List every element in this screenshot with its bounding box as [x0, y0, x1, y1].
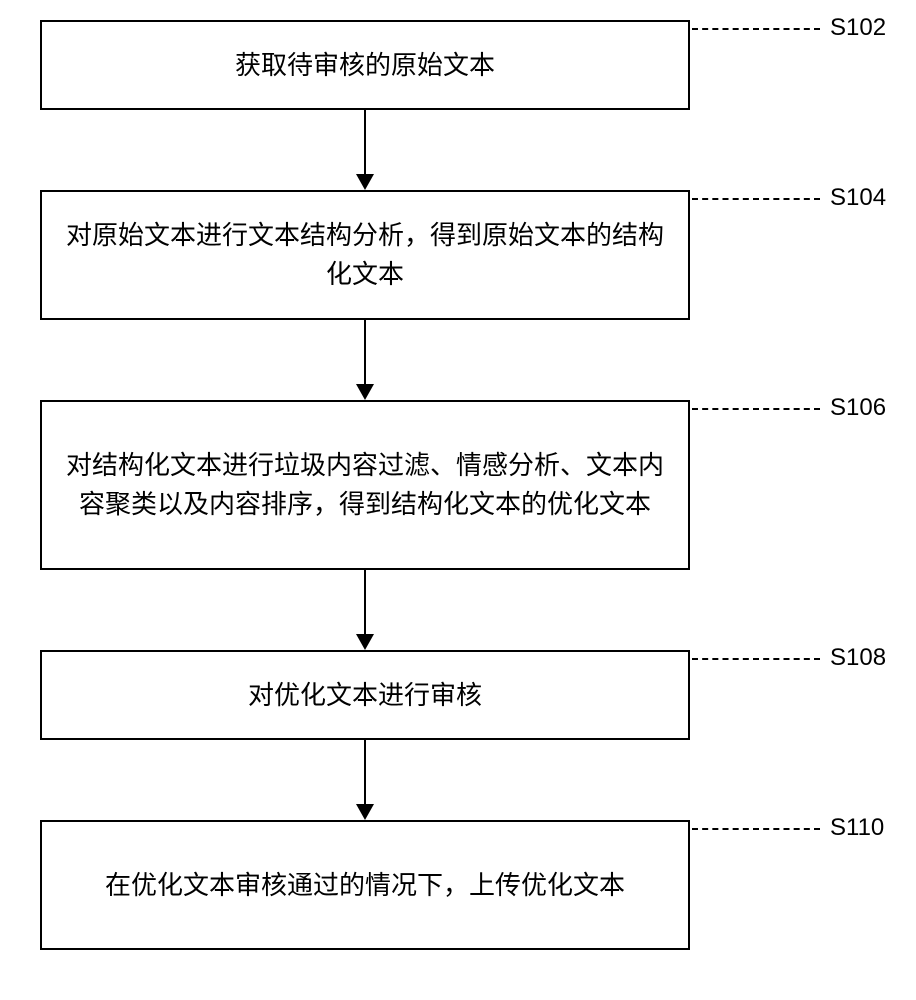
- arrow-1: [356, 320, 374, 400]
- step-box-S102: 获取待审核的原始文本: [40, 20, 690, 110]
- arrow-line: [364, 570, 366, 634]
- step-box-S110: 在优化文本审核通过的情况下，上传优化文本: [40, 820, 690, 950]
- dashed-connector-S106: [692, 408, 820, 410]
- arrow-head-icon: [356, 634, 374, 650]
- step-label-S110: S110: [830, 814, 884, 842]
- arrow-head-icon: [356, 174, 374, 190]
- dashed-connector-S110: [692, 828, 820, 830]
- step-box-S104: 对原始文本进行文本结构分析，得到原始文本的结构化文本: [40, 190, 690, 320]
- arrow-head-icon: [356, 804, 374, 820]
- flowchart-container: 获取待审核的原始文本 S102 对原始文本进行文本结构分析，得到原始文本的结构化文本…: [0, 0, 916, 1000]
- step-label-S102: S102: [830, 14, 886, 42]
- arrow-0: [356, 110, 374, 190]
- arrow-line: [364, 320, 366, 384]
- arrow-line: [364, 110, 366, 174]
- arrow-3: [356, 740, 374, 820]
- step-box-S108: 对优化文本进行审核: [40, 650, 690, 740]
- arrow-2: [356, 570, 374, 650]
- dashed-connector-S104: [692, 198, 820, 200]
- dashed-connector-S102: [692, 28, 820, 30]
- arrow-head-icon: [356, 384, 374, 400]
- dashed-connector-S108: [692, 658, 820, 660]
- step-label-S108: S108: [830, 644, 886, 672]
- step-box-S106: 对结构化文本进行垃圾内容过滤、情感分析、文本内容聚类以及内容排序，得到结构化文本…: [40, 400, 690, 570]
- step-label-S106: S106: [830, 394, 886, 422]
- step-label-S104: S104: [830, 184, 886, 212]
- arrow-line: [364, 740, 366, 804]
